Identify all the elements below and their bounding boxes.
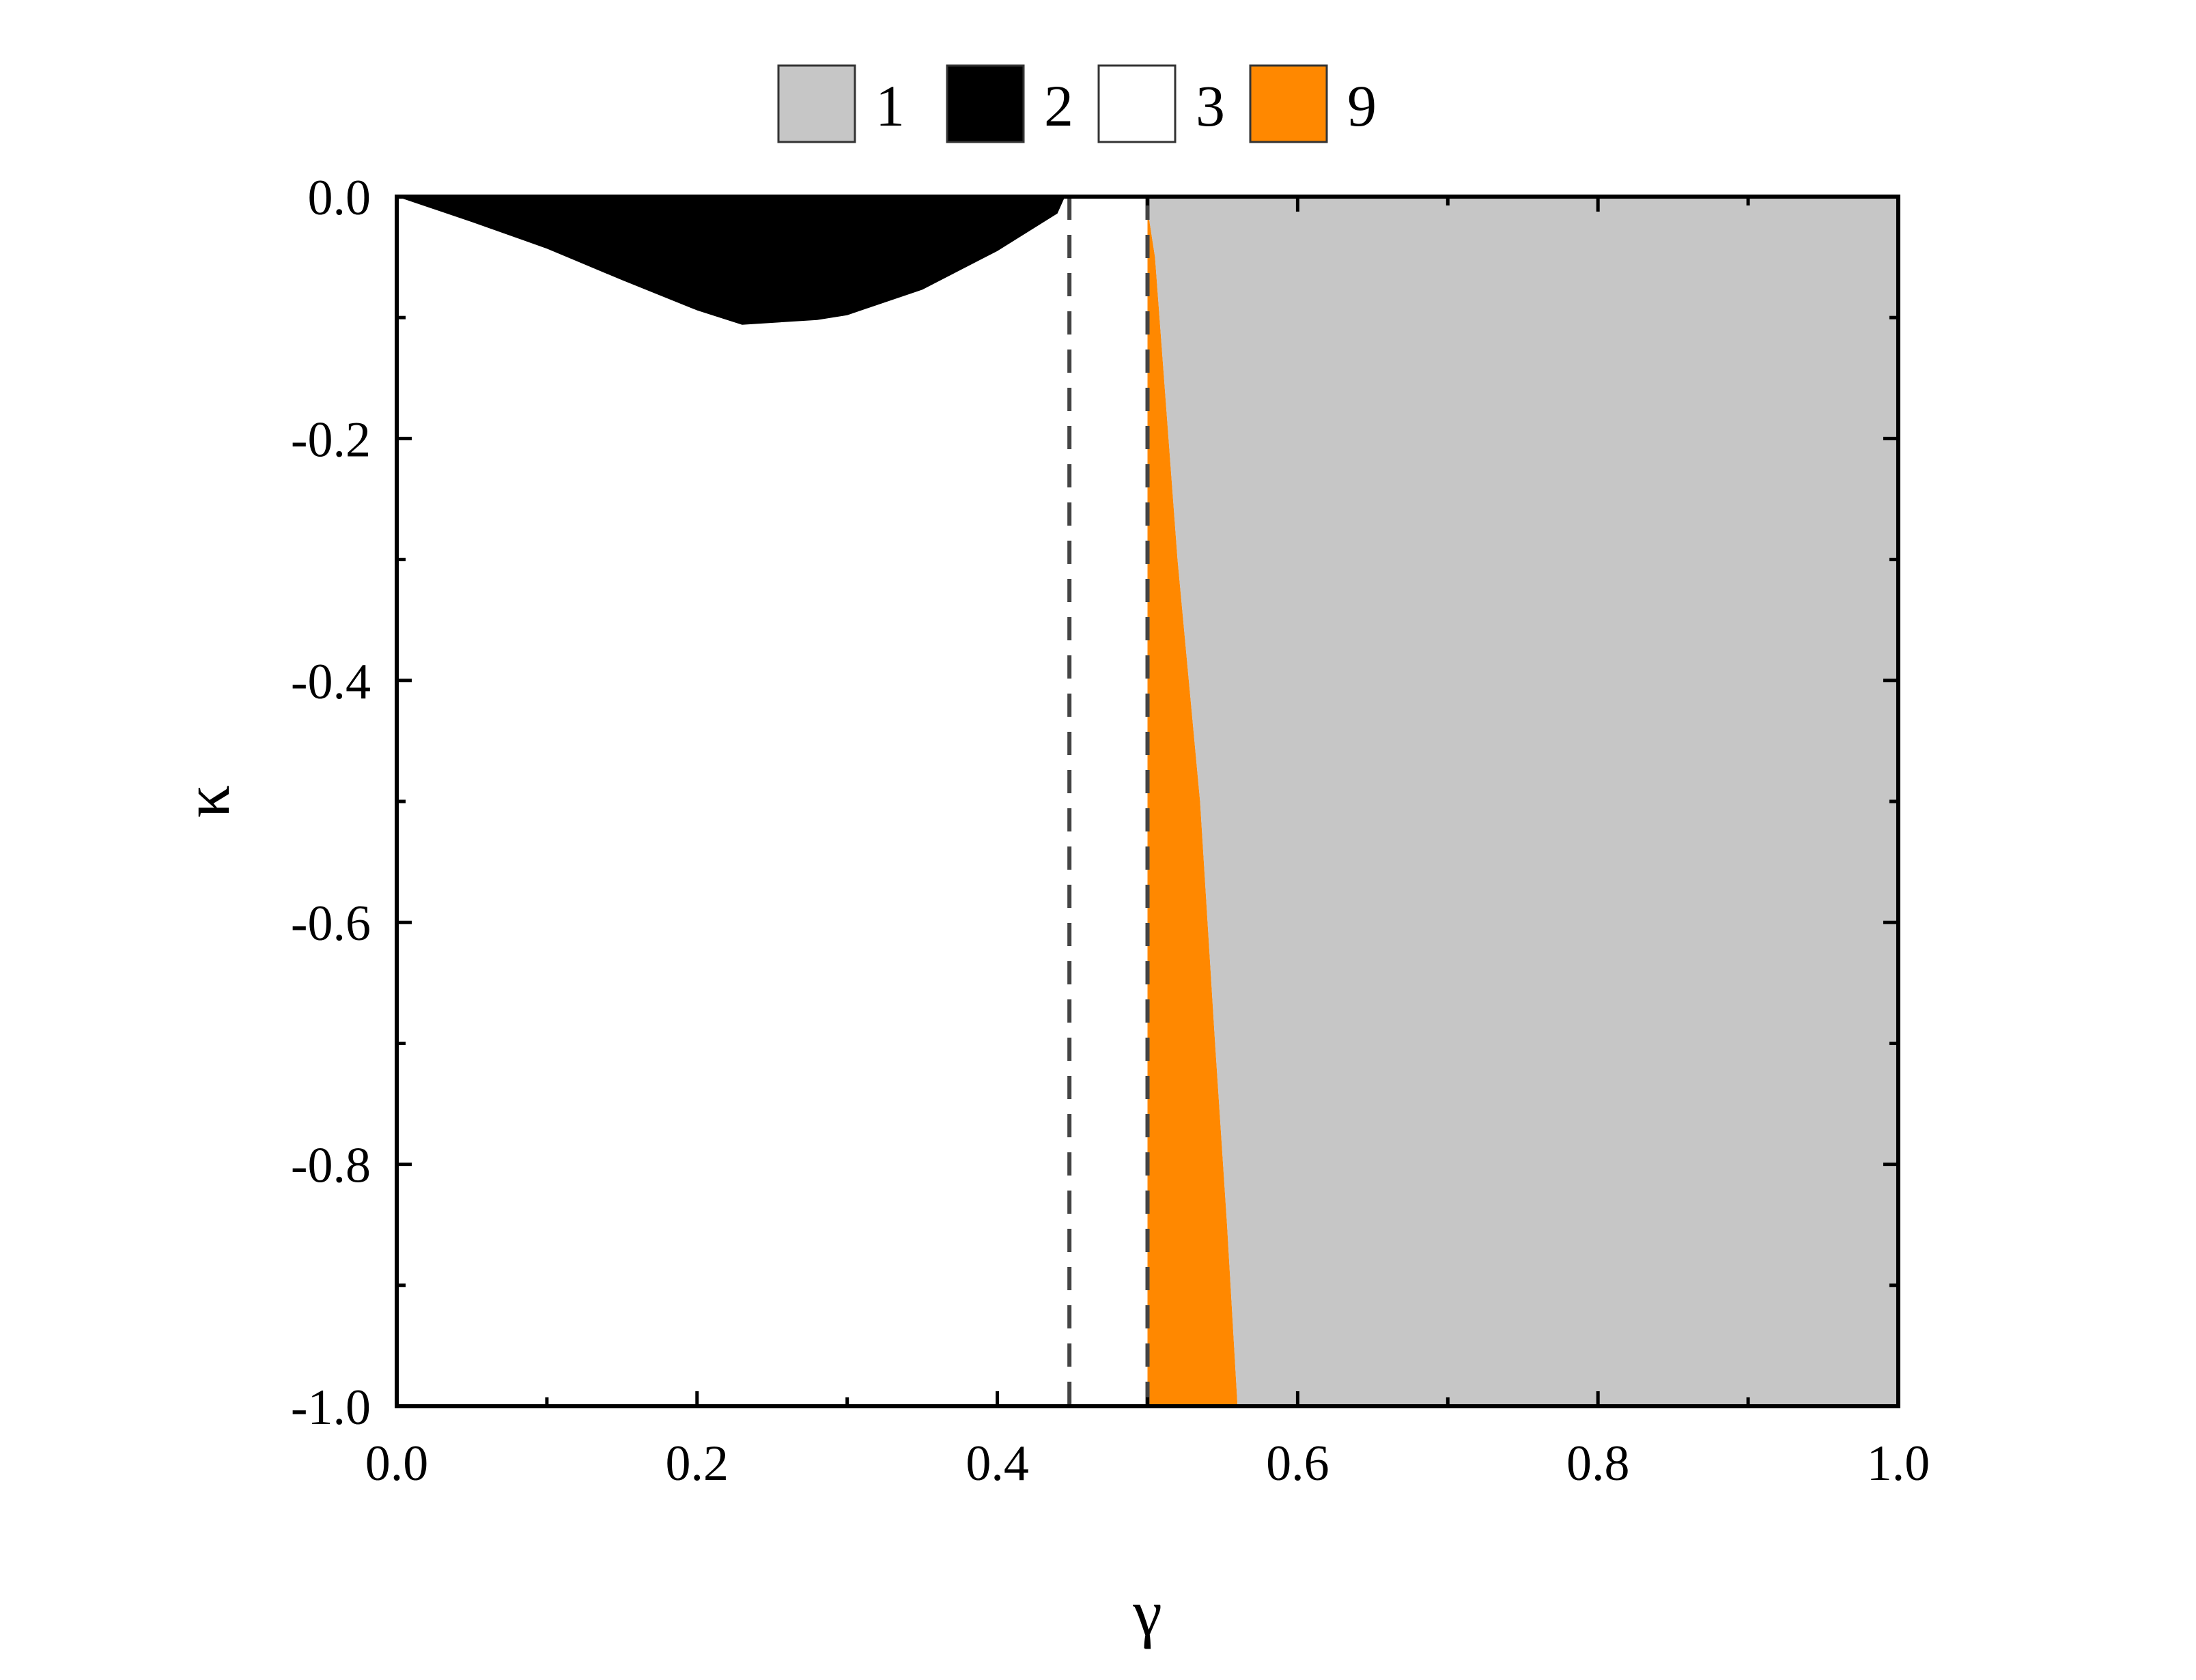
- y-tick-label: -0.4: [291, 654, 371, 710]
- x-tick-label: 1.0: [1867, 1436, 1930, 1492]
- region-3: [397, 197, 1148, 1406]
- region-9: [1147, 208, 1238, 1407]
- legend-label-1: 1: [875, 73, 905, 139]
- legend-label-2: 2: [1044, 73, 1073, 139]
- y-axis-title: κ: [170, 785, 243, 818]
- x-tick-label: 0.4: [966, 1436, 1029, 1492]
- region-2: [397, 197, 1065, 325]
- region-1: [1147, 197, 1898, 1406]
- y-tick-label: -0.2: [291, 412, 371, 468]
- x-tick-label: 0.2: [666, 1436, 729, 1492]
- dashed-lines-layer: [1067, 197, 1150, 1406]
- legend-label-3: 3: [1196, 73, 1225, 139]
- legend-label-9: 9: [1347, 73, 1377, 139]
- x-tick-label: 0.0: [365, 1436, 429, 1492]
- regions-layer: [397, 197, 1898, 1407]
- legend-swatch-3: [1097, 64, 1177, 143]
- x-axis-title: γ: [1132, 1576, 1162, 1649]
- x-tick-label: 0.6: [1266, 1436, 1329, 1492]
- tick-labels-layer: 0.0 0.2 0.4 0.6 0.8 1.0 0.0 -0.2 -0.4 -0.6 -0.8 -1.…: [291, 170, 1930, 1492]
- ticks-layer: [395, 195, 1900, 1408]
- y-tick-label: -1.0: [291, 1380, 371, 1436]
- x-tick-label: 0.8: [1566, 1436, 1630, 1492]
- y-tick-label: 0.0: [308, 170, 371, 226]
- legend-swatch-1: [777, 64, 856, 143]
- legend-swatch-2: [946, 64, 1025, 143]
- y-tick-label: -0.8: [291, 1138, 371, 1194]
- y-tick-label: -0.6: [291, 896, 371, 952]
- legend: 1 2 3 9: [777, 64, 1377, 143]
- legend-swatch-9: [1249, 64, 1328, 143]
